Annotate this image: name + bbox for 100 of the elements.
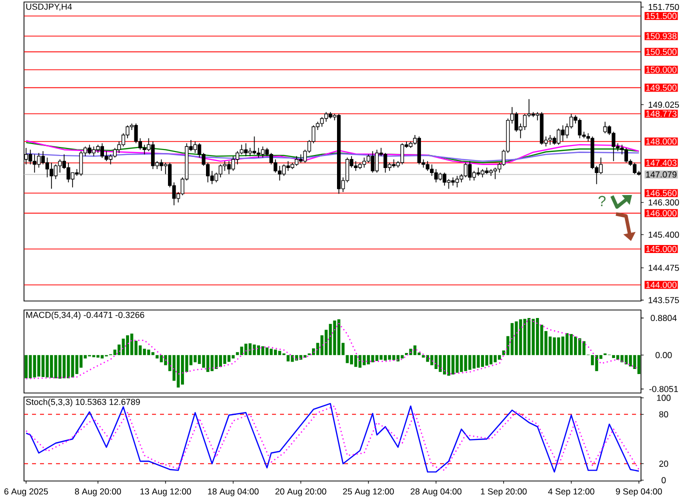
candlestick	[493, 167, 498, 180]
bar	[181, 355, 184, 385]
y-tick-label: 80	[659, 411, 668, 418]
y-tick-label: 100	[657, 394, 671, 401]
bar	[494, 355, 497, 362]
bar	[371, 355, 374, 362]
bar	[257, 345, 260, 356]
bar	[528, 318, 530, 356]
candlestick	[434, 168, 438, 183]
candlestick	[227, 160, 231, 174]
bar	[147, 350, 150, 356]
bar	[358, 355, 362, 368]
candlestick	[426, 160, 430, 172]
candlestick	[624, 148, 628, 164]
bar	[490, 355, 492, 364]
candlestick	[320, 116, 324, 128]
candlestick	[556, 128, 560, 146]
y-tick-label: 146.300	[648, 199, 679, 206]
candlestick	[370, 150, 374, 174]
x-tick-label: 25 Aug 12:00	[343, 488, 394, 496]
bar	[96, 355, 100, 358]
bar	[333, 320, 336, 356]
bar	[286, 355, 290, 362]
y-tick-label: 149.025	[648, 102, 679, 108]
bar	[206, 355, 210, 372]
annotation: ?	[598, 196, 606, 206]
candlestick	[282, 164, 286, 176]
candlestick	[50, 162, 54, 190]
bar	[396, 355, 400, 362]
y-tick-label: -0.8051	[649, 386, 678, 392]
bar	[240, 346, 244, 356]
bar	[156, 355, 159, 358]
bar	[460, 355, 463, 372]
bar	[519, 319, 522, 356]
candlestick	[286, 160, 290, 172]
bar	[388, 355, 392, 360]
y-tick-label: 0	[662, 477, 666, 484]
candlestick	[79, 150, 83, 176]
bar	[426, 355, 430, 362]
y-tick-label: 145.400	[648, 232, 679, 238]
bar	[50, 355, 53, 378]
candlestick	[36, 152, 41, 168]
candlestick	[151, 141, 155, 170]
bar	[194, 355, 197, 362]
y-tick-label: 0.8804	[650, 314, 677, 322]
bar	[510, 323, 514, 356]
ref-line-label: 151.500	[646, 12, 677, 20]
bar	[468, 355, 472, 370]
y-tick-label: 0.00	[656, 352, 672, 358]
candlestick	[222, 160, 227, 172]
bar	[476, 355, 480, 368]
bar	[430, 355, 434, 366]
bar	[451, 355, 454, 374]
bar	[71, 355, 74, 378]
bar	[248, 343, 252, 356]
bar	[514, 321, 518, 356]
bar	[122, 338, 125, 356]
bar	[628, 355, 632, 366]
bar	[624, 355, 628, 364]
bar	[392, 355, 396, 360]
ref-line-label: 147.403	[646, 160, 676, 166]
bar	[126, 335, 130, 356]
x-tick-label: 13 Aug 12:00	[140, 488, 191, 496]
bar	[380, 355, 383, 360]
bar	[375, 355, 378, 361]
bar	[566, 333, 569, 356]
bar	[244, 344, 248, 356]
candlestick	[260, 146, 265, 158]
bar	[202, 355, 206, 368]
ref-line-label: 147.079	[646, 171, 676, 178]
bar	[278, 350, 282, 356]
bar	[346, 355, 349, 364]
bar	[612, 355, 616, 358]
ref-line-label: 144.000	[646, 282, 677, 288]
candlestick	[468, 160, 472, 181]
bar	[58, 355, 62, 379]
bar	[214, 355, 218, 369]
bar	[33, 355, 36, 378]
candlestick	[561, 124, 565, 142]
bar	[227, 355, 230, 362]
bar	[561, 336, 564, 356]
candlestick	[88, 144, 92, 155]
candlestick	[324, 112, 328, 122]
bar	[350, 355, 353, 364]
bar	[620, 355, 624, 362]
candlestick	[400, 142, 404, 165]
bar	[498, 355, 501, 360]
x-tick-label: 4 Sep 12:00	[548, 488, 594, 496]
bar	[24, 355, 28, 378]
candlestick	[599, 157, 603, 174]
candlestick	[278, 165, 282, 181]
bar	[270, 348, 273, 356]
bar	[472, 355, 476, 369]
x-tick-label: 9 Sep 04:00	[616, 488, 662, 496]
candlestick	[100, 142, 104, 158]
candlestick	[603, 121, 607, 134]
ref-line-label: 146.000	[646, 210, 677, 216]
ref-line-label: 146.560	[646, 190, 677, 196]
candlestick	[514, 112, 518, 132]
candlestick	[548, 134, 552, 146]
